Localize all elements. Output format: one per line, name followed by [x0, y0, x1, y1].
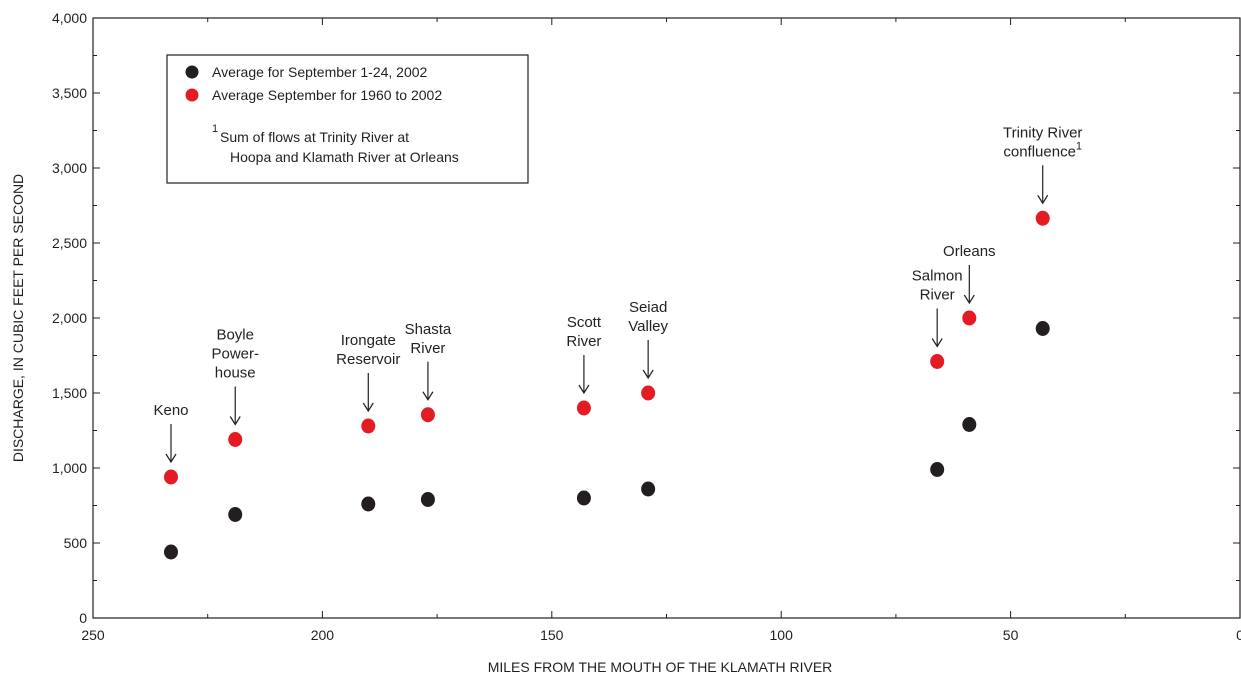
annotation-arrow-head — [229, 416, 241, 426]
annotation-label: Keno — [153, 402, 188, 419]
site-annotations: Keno Boyle Power-house Irongate Reservoir Sha… — [153, 124, 1082, 464]
point-series-historical — [641, 385, 656, 401]
point-series-historical — [163, 469, 178, 485]
annotation-label: River — [920, 287, 955, 304]
y-tick-label: 500 — [64, 535, 88, 551]
point-series-2002 — [930, 462, 945, 477]
x-tick-label: 50 — [1003, 627, 1019, 643]
annotation-label: Boyle — [216, 327, 254, 344]
annotation-label: River — [410, 340, 445, 357]
x-tick-label: 250 — [81, 627, 105, 643]
x-tick-label: 0 — [1236, 627, 1241, 643]
annotation-label: Irongate — [341, 332, 396, 349]
annotation-arrow-head — [642, 369, 654, 380]
point-series-historical — [930, 354, 945, 369]
y-tick-label: 1,000 — [52, 460, 87, 476]
data-points — [163, 210, 1050, 560]
axis-ticks — [92, 17, 1241, 619]
annotation-label: River — [566, 333, 601, 350]
point-series-2002 — [1035, 321, 1050, 336]
point-series-historical — [420, 407, 435, 423]
legend-marker-series-2002 — [185, 65, 199, 79]
point-series-2002 — [641, 481, 656, 497]
x-axis-title: MILES FROM THE MOUTH OF THE KLAMATH RIVE… — [488, 659, 833, 675]
axis-tick-labels: 05001,0001,5002,0002,5003,0003,5004,0002… — [52, 10, 1241, 643]
annotation-arrow-head — [165, 453, 177, 464]
x-tick-label: 150 — [540, 627, 564, 643]
annotation-label: Seiad — [629, 299, 667, 316]
point-series-historical — [962, 310, 977, 326]
legend-box — [166, 54, 529, 184]
y-tick-label: 2,000 — [52, 310, 87, 326]
annotation-arrow-head — [578, 384, 590, 395]
point-series-2002 — [163, 544, 178, 560]
legend-marker-series-historical — [185, 88, 199, 102]
annotation-arrow-head — [963, 294, 975, 305]
y-tick-label: 3,000 — [52, 160, 87, 176]
y-tick-label: 4,000 — [52, 10, 87, 26]
point-series-2002 — [576, 490, 591, 506]
x-tick-label: 100 — [770, 627, 794, 643]
point-series-2002 — [962, 417, 977, 432]
point-series-historical — [361, 418, 376, 434]
x-tick-label: 200 — [311, 627, 335, 643]
legend-label-series-2002: Average for September 1-24, 2002 — [212, 64, 428, 80]
y-tick-label: 1,500 — [52, 385, 87, 401]
annotation-label: Reservoir — [336, 351, 400, 368]
annotation-label: Power- — [211, 346, 259, 363]
annotation-arrow-head — [1037, 194, 1049, 205]
annotation-label: Orleans — [943, 243, 996, 260]
point-series-2002 — [228, 507, 243, 522]
legend-label-series-historical: Average September for 1960 to 2002 — [212, 87, 442, 103]
y-tick-label: 2,500 — [52, 235, 87, 251]
point-series-2002 — [361, 496, 376, 512]
y-axis-title: DISCHARGE, IN CUBIC FEET PER SECOND — [10, 174, 26, 462]
footnote-line-2: Hoopa and Klamath River at Orleans — [230, 149, 459, 165]
footnote-marker: 1 — [212, 123, 218, 135]
point-series-historical — [228, 432, 243, 447]
annotation-label: Valley — [628, 318, 668, 335]
annotation-arrow-head — [422, 391, 434, 401]
annotation-label: Trinity River — [1003, 124, 1082, 141]
annotation-label: Scott — [567, 314, 602, 331]
legend: Average for September 1-24, 2002 Average… — [166, 54, 529, 184]
annotation-label: house — [215, 365, 256, 382]
annotation-arrow-head — [362, 402, 374, 413]
point-series-historical — [576, 400, 591, 416]
footnote-line-1: Sum of flows at Trinity River at — [220, 129, 409, 145]
annotation-arrow-head — [931, 338, 943, 348]
annotation-label: confluence1 — [1003, 140, 1082, 160]
y-tick-label: 0 — [79, 610, 87, 626]
point-series-historical — [1035, 210, 1050, 226]
annotation-label: Salmon — [912, 268, 963, 285]
point-series-2002 — [420, 492, 435, 507]
annotation-label: Shasta — [405, 321, 452, 338]
y-tick-label: 3,500 — [52, 85, 87, 101]
